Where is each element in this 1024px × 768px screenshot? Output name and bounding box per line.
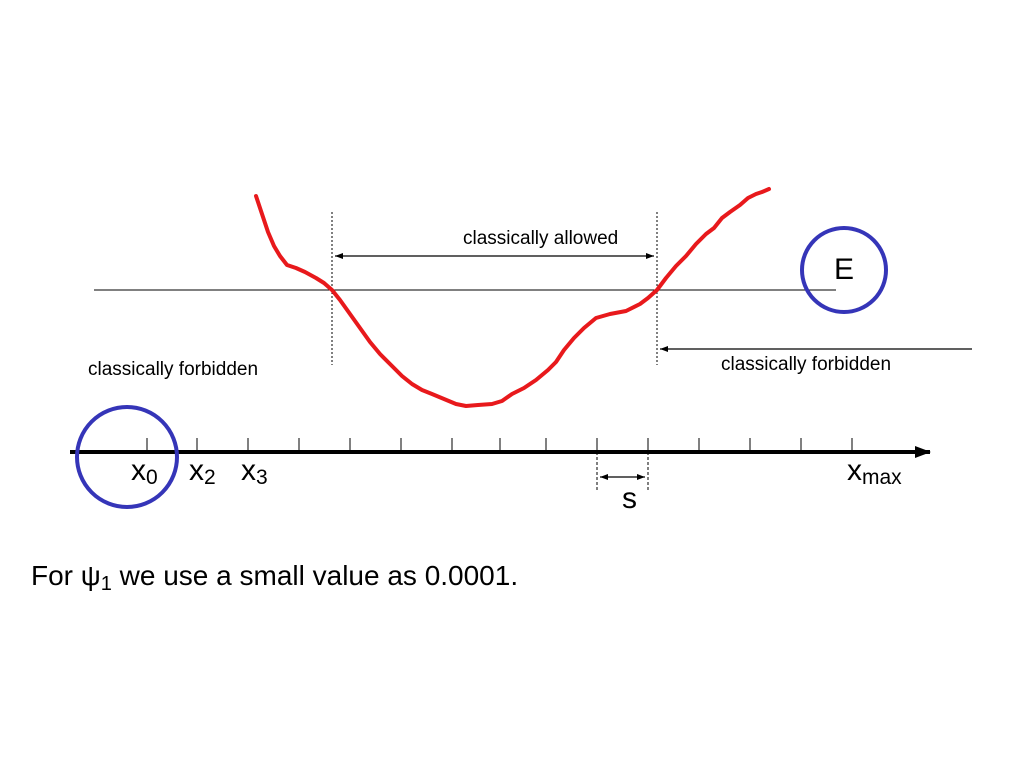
classically-forbidden-right-label: classically forbidden [721,354,892,375]
classically-allowed-label: classically allowed [463,228,619,249]
potential-curve [254,187,771,408]
x0-label-sub: 0 [146,466,158,489]
x3-label-main: x [241,454,256,487]
xmax-label-sub: max [862,466,902,489]
caption-text: For ψ1 we use a small value as 0.0001. [31,560,519,595]
energy-highlight-circle [800,226,888,314]
axis-ticks [146,438,853,452]
psi-subscript: 1 [100,573,112,595]
x0-label: x0 [131,454,158,489]
x3-label: x3 [241,454,268,489]
energy-label: E [834,253,855,286]
classically-forbidden-left-label: classically forbidden [88,359,259,380]
xmax-label-main: x [847,454,862,487]
caption-before: For [31,560,81,591]
x0-label-main: x [131,454,146,487]
step-size-label: s [622,482,637,515]
psi-symbol: ψ [80,560,101,591]
caption-after: we use a small value as 0.0001. [111,560,519,591]
x2-label: x2 [189,454,216,489]
x2-label-main: x [189,454,204,487]
xmax-label: xmax [847,454,902,489]
x0-highlight-circle [75,405,179,509]
x3-label-sub: 3 [256,466,268,489]
x2-label-sub: 2 [204,466,216,489]
